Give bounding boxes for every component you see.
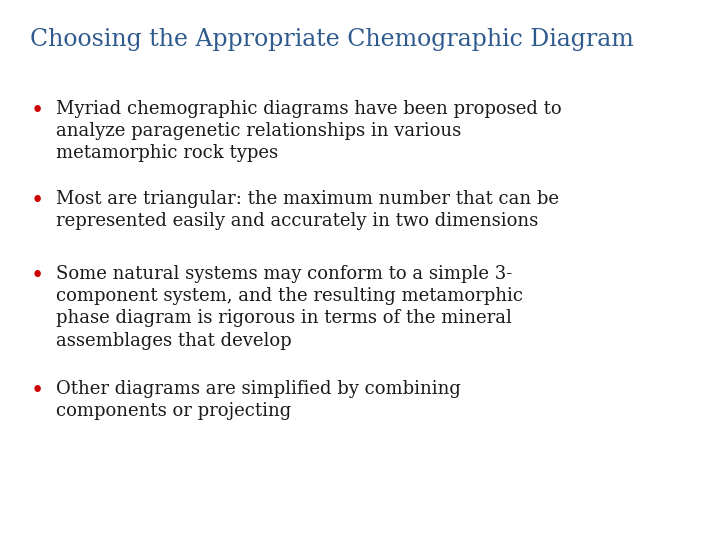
Text: Some natural systems may conform to a simple 3-
component system, and the result: Some natural systems may conform to a si… (56, 265, 523, 349)
Text: Most are triangular: the maximum number that can be
represented easily and accur: Most are triangular: the maximum number … (56, 190, 559, 230)
Text: Choosing the Appropriate Chemographic Diagram: Choosing the Appropriate Chemographic Di… (30, 28, 634, 51)
Text: Myriad chemographic diagrams have been proposed to
analyze paragenetic relations: Myriad chemographic diagrams have been p… (56, 100, 562, 163)
Text: •: • (30, 265, 43, 287)
Text: Other diagrams are simplified by combining
components or projecting: Other diagrams are simplified by combini… (56, 380, 461, 420)
Text: •: • (30, 100, 43, 122)
Text: •: • (30, 190, 43, 212)
Text: •: • (30, 380, 43, 402)
